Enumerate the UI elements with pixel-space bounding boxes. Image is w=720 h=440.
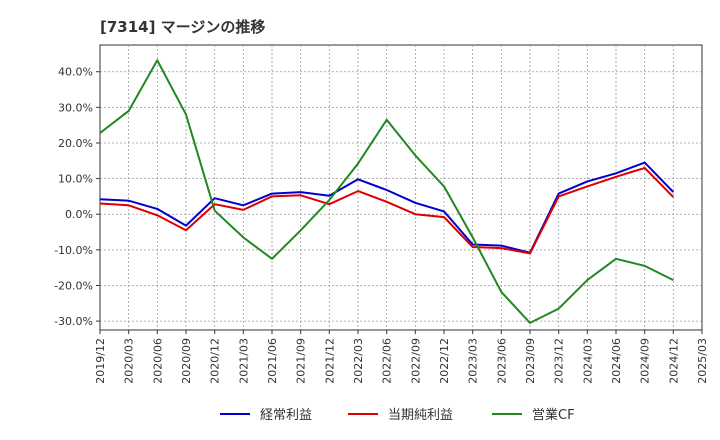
y-tick-label-4: 10.0% bbox=[58, 173, 93, 186]
x-tick-label-17: 2024/03 bbox=[581, 338, 594, 384]
x-tick-label-21: 2025/03 bbox=[696, 338, 709, 384]
x-tick-label-8: 2021/12 bbox=[323, 338, 336, 384]
y-tick-label-5: 20.0% bbox=[58, 137, 93, 150]
x-tick-label-9: 2022/03 bbox=[352, 338, 365, 384]
x-tick-label-7: 2021/09 bbox=[295, 338, 308, 384]
y-tick-label-6: 30.0% bbox=[58, 101, 93, 114]
x-tick-label-2: 2020/06 bbox=[151, 338, 164, 384]
x-tick-label-4: 2020/12 bbox=[209, 338, 222, 384]
x-tick-label-5: 2021/03 bbox=[237, 338, 250, 384]
y-tick-label-7: 40.0% bbox=[58, 66, 93, 79]
legend: 経常利益 当期純利益 営業CF bbox=[220, 407, 575, 423]
x-tick-label-0: 2019/12 bbox=[94, 338, 107, 384]
y-tick-label-3: 0.0% bbox=[65, 208, 93, 221]
x-tick-label-19: 2024/09 bbox=[639, 338, 652, 384]
series-line-0 bbox=[99, 161, 675, 254]
chart-title: [7314] マージンの推移 bbox=[100, 18, 265, 36]
x-tick-label-20: 2024/12 bbox=[667, 338, 680, 384]
grid-lines bbox=[100, 45, 702, 330]
x-tick-label-10: 2022/06 bbox=[381, 338, 394, 384]
x-tick-label-3: 2020/09 bbox=[180, 338, 193, 384]
x-tick-label-16: 2023/12 bbox=[553, 338, 566, 384]
x-tick-label-18: 2024/06 bbox=[610, 338, 623, 384]
x-tick-label-12: 2022/12 bbox=[438, 338, 451, 384]
x-tick-label-11: 2022/09 bbox=[409, 338, 422, 384]
x-tick-label-13: 2023/03 bbox=[467, 338, 480, 384]
series-line-1 bbox=[99, 166, 675, 255]
y-tick-label-2: -10.0% bbox=[54, 244, 93, 257]
legend-label-1: 当期純利益 bbox=[388, 408, 453, 423]
x-tick-label-6: 2021/06 bbox=[266, 338, 279, 384]
x-tick-label-14: 2023/06 bbox=[495, 338, 508, 384]
series-lines bbox=[99, 59, 675, 324]
x-axis-ticks: 2019/12 2020/03 2020/06 2020/09 2020/12 2021/… bbox=[94, 330, 709, 384]
series-line-2 bbox=[99, 59, 674, 324]
legend-label-2: 営業CF bbox=[532, 407, 575, 423]
x-tick-label-15: 2023/09 bbox=[524, 338, 537, 384]
legend-label-0: 経常利益 bbox=[260, 408, 312, 423]
plot-area bbox=[99, 44, 703, 331]
y-axis-ticks: -30.0% -20.0% -10.0% 0.0% 10.0% 20.0% 30.0% 40.… bbox=[54, 66, 100, 328]
x-tick-label-1: 2020/03 bbox=[123, 338, 136, 384]
y-tick-label-0: -30.0% bbox=[54, 315, 93, 328]
y-tick-label-1: -20.0% bbox=[54, 279, 93, 292]
